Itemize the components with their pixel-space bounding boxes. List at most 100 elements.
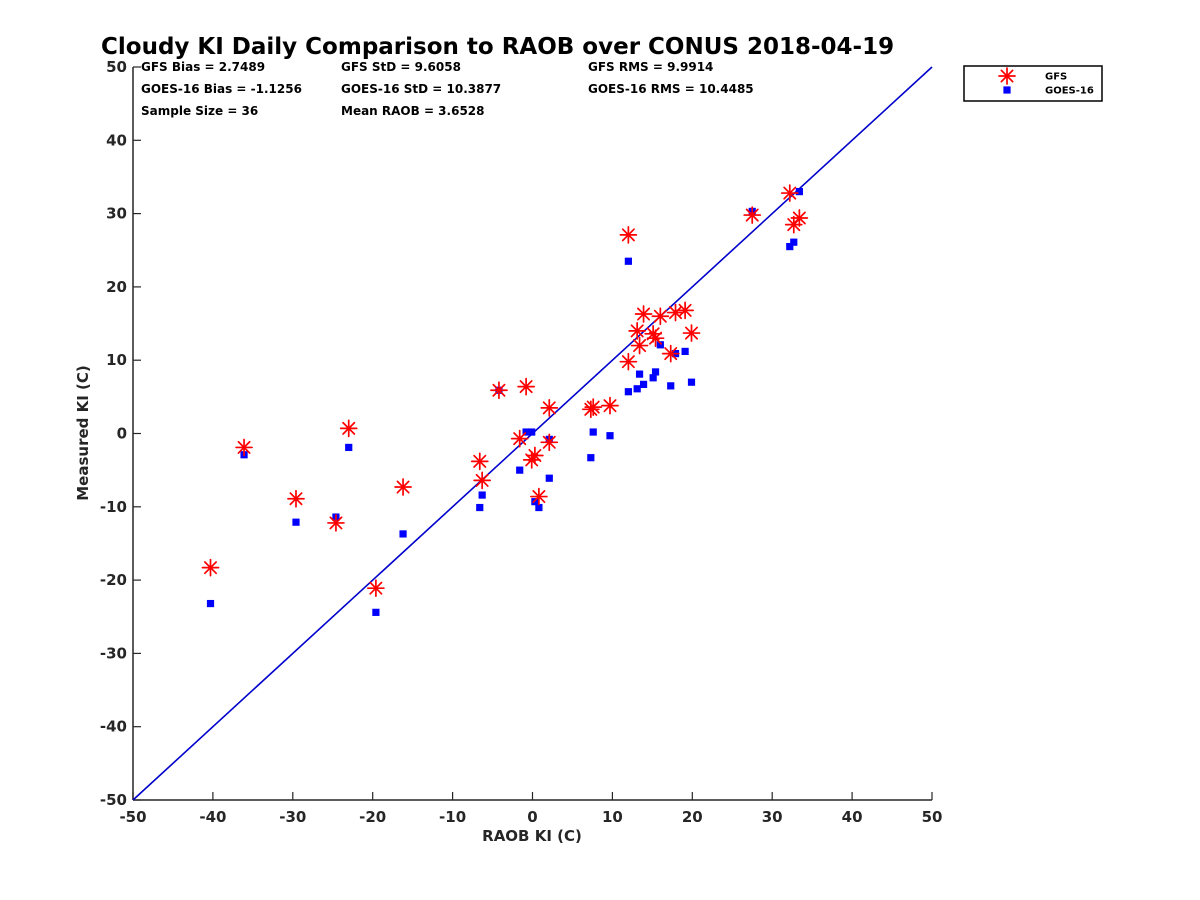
goes16-point [528, 428, 536, 436]
goes16-point [516, 466, 524, 474]
goes16-point [639, 380, 648, 388]
gfs-point [584, 398, 603, 416]
gfs-point [327, 514, 345, 532]
gfs-point [780, 184, 799, 202]
goes16-point [476, 503, 484, 512]
goes16-point [667, 382, 675, 390]
gfs-point [628, 322, 647, 340]
gfs-point [201, 558, 220, 577]
goes16-point [687, 378, 696, 386]
y-tick-label: 40 [106, 131, 127, 149]
stat-text: GFS StD = 9.6058 [341, 60, 461, 74]
goes16-point [624, 257, 632, 265]
gfs-point [235, 438, 253, 457]
gfs-point [287, 489, 305, 508]
gfs-point [619, 352, 638, 371]
x-tick-label: 10 [602, 808, 623, 826]
stat-text: Mean RAOB = 3.6528 [341, 104, 485, 118]
plot-area: -50 -40 -30 -20 -10 0 10 20 30 40 50 -50 -40 -30 -20 -1… [100, 58, 943, 826]
gfs-point [540, 398, 559, 417]
legend-goes16-marker [1003, 86, 1011, 94]
goes16-point [651, 368, 660, 376]
y-tick-label: -10 [100, 498, 127, 516]
y-tick-label: -20 [100, 571, 127, 589]
goes16-point [635, 370, 644, 378]
axes: -50 -40 -30 -20 -10 0 10 20 30 40 50 -50 -40 -30 -20 -1… [100, 58, 943, 826]
gfs-point [651, 307, 670, 326]
goes16-point [399, 530, 407, 538]
goes16-point [790, 238, 798, 246]
goes16-point [633, 385, 641, 393]
y-tick-label: 50 [106, 58, 127, 76]
goes16-point [535, 503, 543, 512]
x-tick-label: -10 [439, 808, 466, 826]
goes16-point [681, 347, 689, 356]
goes16-point [624, 388, 632, 396]
chart-title: Cloudy KI Daily Comparison to RAOB over … [101, 34, 894, 60]
goes16-point [292, 518, 300, 526]
gfs-point [470, 452, 489, 471]
goes16-point [587, 454, 595, 462]
gfs-point [517, 377, 535, 396]
goes16-point [522, 428, 530, 436]
x-tick-label: -30 [279, 808, 306, 826]
gfs-point [790, 209, 809, 227]
goes16-point [206, 599, 215, 608]
gfs-point [490, 381, 508, 400]
gfs-point [510, 429, 529, 448]
x-axis-label: RAOB KI (C) [482, 827, 582, 845]
x-tick-label: -50 [119, 808, 146, 826]
marker-layer [201, 184, 809, 616]
x-tick-label: 40 [842, 808, 863, 826]
gfs-point [676, 301, 694, 320]
stat-text: GFS Bias = 2.7489 [141, 60, 265, 74]
x-tick-label: 20 [682, 808, 703, 826]
y-tick-label: -30 [100, 644, 127, 662]
y-tick-label: 0 [117, 425, 127, 443]
x-tick-label: 0 [527, 808, 537, 826]
stat-text: GOES-16 Bias = -1.1256 [141, 82, 302, 96]
y-tick-label: -40 [100, 718, 127, 736]
gfs-point [473, 471, 492, 490]
goes16-point [786, 242, 794, 251]
gfs-point [526, 446, 544, 465]
gfs-point [394, 478, 412, 496]
goes16-point [345, 443, 353, 452]
legend-label: GFS [1045, 72, 1067, 83]
goes16-point [589, 428, 597, 436]
stat-text: GOES-16 StD = 10.3877 [341, 82, 501, 96]
goes16-point [656, 341, 664, 349]
legend: GFS GOES-16 [963, 65, 1103, 102]
goes16-point [606, 432, 614, 440]
gfs-point [666, 303, 685, 322]
goes16-point [795, 188, 803, 196]
goes16-point [649, 374, 657, 382]
legend-label: GOES-16 [1045, 86, 1094, 97]
goes16-point [545, 474, 553, 482]
legend-gfs-marker [998, 67, 1016, 85]
y-tick-label: 10 [106, 351, 127, 369]
x-tick-label: -40 [199, 808, 226, 826]
stat-text: GOES-16 RMS = 10.4485 [588, 82, 754, 96]
gfs-point [661, 344, 680, 363]
gfs-point [634, 305, 653, 323]
gfs-point [682, 324, 701, 342]
x-tick-label: 50 [922, 808, 943, 826]
y-tick-label: 20 [106, 278, 127, 296]
gfs-point [530, 487, 548, 506]
stat-text: Sample Size = 36 [141, 104, 258, 118]
gfs-point [619, 226, 638, 244]
stats-block: GFS Bias = 2.7489 GFS StD = 9.6058 GFS RMS… [141, 60, 754, 118]
legend-box [963, 65, 1103, 102]
gfs-point [630, 336, 649, 355]
stat-text: GFS RMS = 9.9914 [588, 60, 713, 74]
x-tick-label: -20 [359, 808, 386, 826]
goes16-point [372, 608, 380, 616]
y-tick-label: 30 [106, 205, 127, 223]
x-tick-label: 30 [762, 808, 783, 826]
gfs-point [601, 396, 619, 415]
y-tick-label: -50 [100, 791, 127, 809]
gfs-point [367, 579, 385, 598]
